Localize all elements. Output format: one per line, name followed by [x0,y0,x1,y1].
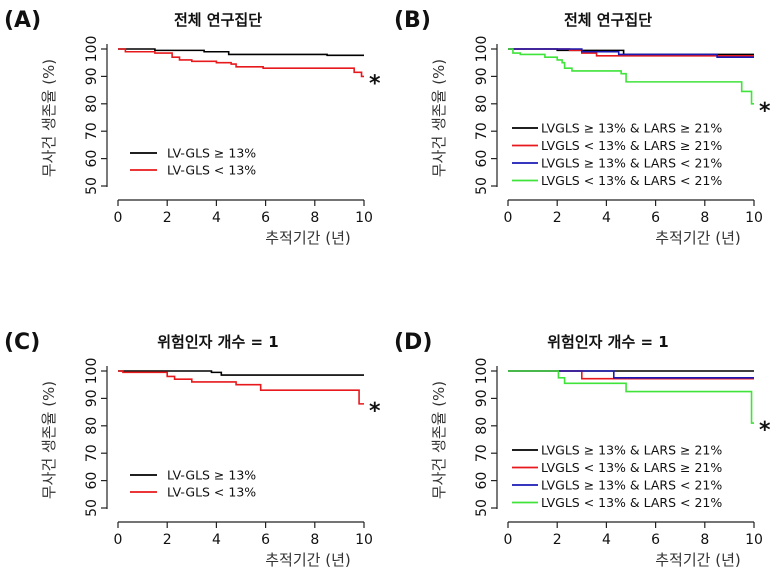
y-tick-label: 100 [84,358,100,385]
x-tick-label: 4 [602,210,611,226]
y-tick-label: 70 [474,122,490,140]
x-tick-label: 8 [700,210,709,226]
chart-panel: (D) 위험인자 개수 = 1 50 60 70 80 90 100 0 2 4 6 8 10 추적기간 (… [394,330,771,569]
survival-curve [508,48,754,56]
legend-label: LVGLS ≥ 13% & LARS < 21% [541,156,722,171]
x-tick-label: 8 [310,210,319,226]
chart-title: 위험인자 개수 = 1 [547,333,668,351]
x-axis-label: 추적기간 (년) [655,229,740,247]
y-tick-label: 70 [84,444,100,462]
x-tick-label: 6 [651,210,660,226]
x-tick-label: 6 [261,532,270,548]
legend-label: LV-GLS < 13% [167,163,256,178]
y-tick-label: 50 [474,499,490,517]
legend-label: LV-GLS ≥ 13% [167,468,256,483]
x-tick-label: 2 [163,532,172,548]
survival-curve [118,48,364,78]
y-tick-label: 50 [84,177,100,195]
x-tick-label: 2 [163,210,172,226]
legend-label: LVGLS ≥ 13% & LARS < 21% [541,478,722,493]
legend-label: LVGLS < 13% & LARS ≥ 21% [541,460,722,475]
y-tick-label: 60 [84,150,100,168]
legend-label: LVGLS < 13% & LARS ≥ 21% [541,138,722,153]
y-tick-label: 90 [84,389,100,407]
survival-curve [508,370,754,424]
y-tick-label: 70 [474,444,490,462]
x-tick-label: 0 [114,210,123,226]
x-tick-label: 2 [553,532,562,548]
x-axis-label: 추적기간 (년) [265,551,350,569]
significance-marker: * [369,399,381,424]
x-tick-label: 4 [212,532,221,548]
y-tick-label: 80 [84,95,100,113]
legend-label: LVGLS ≥ 13% & LARS ≥ 21% [541,443,722,458]
y-tick-label: 50 [474,177,490,195]
x-tick-label: 4 [602,532,611,548]
significance-marker: * [759,418,771,443]
x-tick-label: 10 [745,210,763,226]
x-tick-label: 10 [355,210,373,226]
y-tick-label: 100 [474,358,490,385]
legend-label: LV-GLS ≥ 13% [167,146,256,161]
x-tick-label: 0 [504,210,513,226]
y-tick-label: 90 [474,389,490,407]
y-tick-label: 100 [84,36,100,63]
x-tick-label: 0 [114,532,123,548]
x-tick-label: 10 [355,532,373,548]
chart-panel: (B) 전체 연구집단 50 60 70 80 90 100 0 2 4 6 8 10 추적기간 (년) 무사… [394,8,771,247]
survival-curve [118,370,364,376]
significance-marker: * [369,71,381,96]
y-axis-label: 무사건 생존율 (%) [40,381,58,499]
legend-label: LVGLS < 13% & LARS < 21% [541,495,722,510]
chart-title: 전체 연구집단 [564,11,652,29]
y-tick-label: 90 [84,67,100,85]
x-axis-label: 추적기간 (년) [265,229,350,247]
chart-panel: (C) 위험인자 개수 = 1 50 60 70 80 90 100 0 2 4 6 8 10 추적기간 (… [4,330,381,569]
chart-title: 전체 연구집단 [174,11,262,29]
chart-panel: (A) 전체 연구집단 50 60 70 80 90 100 0 2 4 6 8 10 추적기간 (년) 무사… [4,8,381,247]
y-axis-label: 무사건 생존율 (%) [430,381,448,499]
y-tick-label: 80 [474,417,490,435]
y-tick-label: 70 [84,122,100,140]
y-tick-label: 60 [474,150,490,168]
x-tick-label: 2 [553,210,562,226]
x-tick-label: 0 [504,532,513,548]
x-tick-label: 4 [212,210,221,226]
x-axis-label: 추적기간 (년) [655,551,740,569]
panel-label: (D) [394,330,432,355]
y-tick-label: 90 [474,67,490,85]
x-tick-label: 10 [745,532,763,548]
panel-label: (B) [394,8,431,33]
survival-curve [508,48,754,105]
x-tick-label: 8 [700,532,709,548]
y-axis-label: 무사건 생존율 (%) [40,59,58,177]
survival-curve [118,48,364,57]
y-tick-label: 80 [474,95,490,113]
y-tick-label: 50 [84,499,100,517]
significance-marker: * [759,99,771,124]
legend-label: LV-GLS < 13% [167,485,256,500]
legend-label: LVGLS ≥ 13% & LARS ≥ 21% [541,121,722,136]
survival-curve [508,48,754,59]
legend-label: LVGLS < 13% & LARS < 21% [541,173,722,188]
panel-label: (A) [4,8,41,33]
x-tick-label: 6 [261,210,270,226]
panel-label: (C) [4,330,40,355]
y-tick-label: 80 [84,417,100,435]
y-tick-label: 60 [474,472,490,490]
survival-curve [118,370,364,405]
survival-curve [508,370,754,379]
x-tick-label: 6 [651,532,660,548]
y-tick-label: 100 [474,36,490,63]
y-tick-label: 60 [84,472,100,490]
x-tick-label: 8 [310,532,319,548]
chart-title: 위험인자 개수 = 1 [157,333,278,351]
y-axis-label: 무사건 생존율 (%) [430,59,448,177]
